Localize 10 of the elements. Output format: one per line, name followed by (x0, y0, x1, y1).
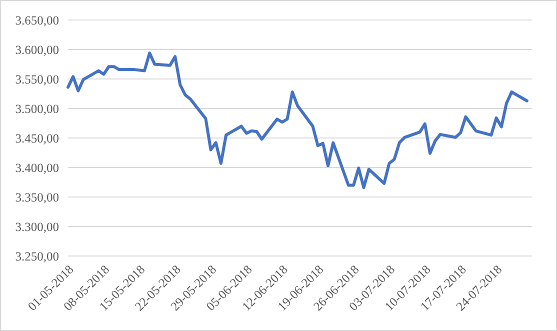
y-tick-label: 3.300,00 (15, 220, 59, 234)
y-tick-label: 3.450,00 (15, 131, 59, 146)
y-tick-label: 3.500,00 (15, 102, 59, 116)
y-tick-label: 3.600,00 (15, 42, 59, 57)
y-tick-label: 3.400,00 (15, 160, 59, 175)
y-tick-label: 3.250,00 (15, 249, 59, 264)
line-series (66, 52, 528, 190)
y-tick-label: 3.650,00 (15, 13, 59, 28)
y-tick-label: 3.350,00 (15, 190, 59, 204)
y-tick-label: 3.550,00 (15, 72, 59, 86)
